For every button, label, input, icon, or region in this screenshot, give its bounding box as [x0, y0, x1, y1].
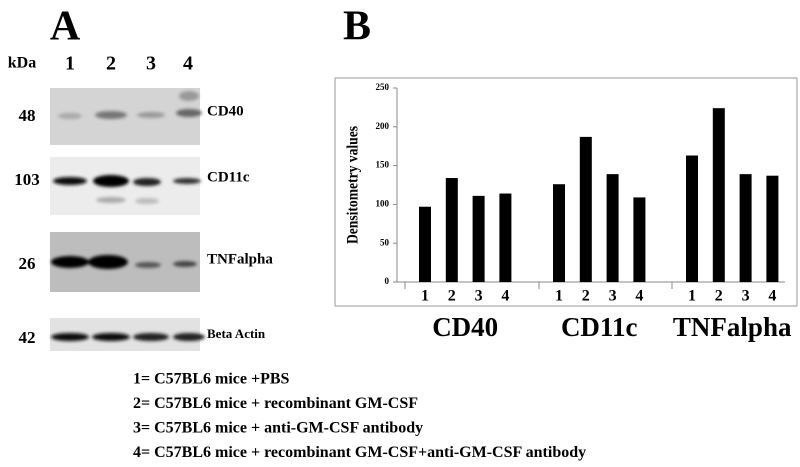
blot-cd11c: [50, 157, 200, 215]
group-label: CD11c: [561, 312, 638, 342]
kda-label: kDa: [8, 55, 36, 72]
bar: [686, 155, 698, 282]
blot-name: CD40: [207, 103, 244, 119]
group-label: TNFalpha: [673, 312, 792, 342]
bar: [419, 206, 431, 282]
kda-value: 26: [19, 254, 36, 273]
bar: [553, 184, 565, 282]
bands: [51, 91, 205, 341]
x-tick-label: 3: [742, 288, 750, 305]
bar: [739, 174, 752, 282]
x-tick-label: 3: [609, 288, 617, 305]
bar: [499, 193, 512, 282]
kda-value: 103: [14, 170, 40, 189]
bar: [579, 136, 592, 282]
legend-entry: 2= C57BL6 mice + recombinant GM-CSF: [133, 395, 418, 412]
x-tick-label: 4: [635, 288, 643, 305]
y-tick-label: 250: [376, 82, 390, 92]
kda-value: 42: [19, 328, 36, 347]
x-tick-label: 2: [448, 288, 456, 305]
bar: [766, 175, 779, 282]
legend-entry: 4= C57BL6 mice + recombinant GM-CSF+anti…: [133, 444, 586, 461]
y-axis-label: Densitometry values: [345, 126, 362, 244]
blot-name: CD11c: [207, 169, 250, 185]
y-tick-label: 150: [376, 160, 390, 170]
x-tick-label: 3: [475, 288, 483, 305]
x-tick-label: 1: [421, 288, 429, 305]
legend-entry: 3= C57BL6 mice + anti-GM-CSF antibody: [133, 420, 423, 437]
x-tick-label: 4: [501, 288, 509, 305]
panel-label: B: [343, 4, 371, 50]
x-tick-label: 2: [582, 288, 590, 305]
lane-label: 1: [65, 53, 75, 75]
lane-label: 3: [146, 53, 156, 75]
x-tick-label: 4: [768, 288, 776, 305]
group-label: CD40: [432, 312, 498, 342]
y-tick-label: 50: [380, 237, 390, 247]
blot-name: Beta Actin: [207, 326, 266, 341]
x-tick-label: 1: [555, 288, 563, 305]
blot-name: TNFalpha: [207, 251, 273, 267]
legend-entry: 1= C57BL6 mice +PBS: [133, 371, 290, 388]
bar: [633, 197, 646, 282]
x-tick-label: 1: [688, 288, 696, 305]
bar: [712, 108, 725, 283]
lane-label: 4: [183, 53, 193, 75]
y-tick-label: 200: [376, 121, 390, 131]
y-tick-label: 0: [385, 276, 390, 286]
chart-frame: [334, 77, 798, 307]
bar: [445, 178, 458, 282]
panel-label: A: [50, 4, 81, 50]
bar: [606, 174, 619, 282]
lane-label: 2: [106, 53, 116, 75]
kda-value: 48: [19, 106, 36, 125]
bar: [472, 195, 485, 282]
x-tick-label: 2: [715, 288, 723, 305]
y-tick-label: 100: [376, 198, 390, 208]
